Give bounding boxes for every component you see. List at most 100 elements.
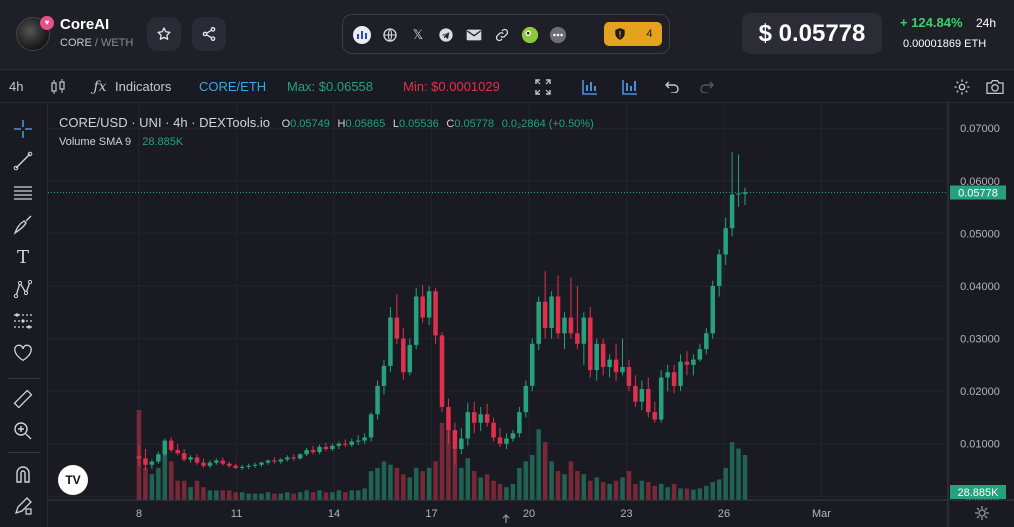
- heart-favorites-icon[interactable]: [10, 340, 36, 366]
- time-tick-label: Mar: [812, 508, 831, 520]
- website-globe-icon[interactable]: [380, 25, 400, 45]
- volume-bar: [233, 492, 238, 500]
- redo-icon[interactable]: [697, 77, 717, 97]
- pair-toggle[interactable]: CORE/ETH: [199, 79, 267, 94]
- candle-body: [413, 296, 419, 345]
- coingecko-icon[interactable]: [520, 25, 540, 45]
- axis-settings-gear-icon[interactable]: [975, 506, 989, 520]
- price-change: + 124.84%: [900, 15, 963, 30]
- candle-body: [497, 437, 503, 444]
- prediction-tool-icon[interactable]: [10, 308, 36, 334]
- email-icon[interactable]: [464, 25, 484, 45]
- lock-drawings-icon[interactable]: [10, 493, 36, 519]
- audit-badge[interactable]: 4: [604, 22, 662, 46]
- volume-bar: [465, 458, 471, 500]
- chart-toolbar: 4h ƒx Indicators CORE/ETH Max: $0.06558 …: [0, 70, 1014, 103]
- volume-bar: [291, 493, 296, 500]
- candlestick-chart-svg[interactable]: 0.07000 0.06000 0.05000 0.04000 0.03000 0.020…: [48, 103, 1014, 527]
- time-tick-label: 26: [718, 508, 730, 520]
- indicators-button[interactable]: Indicators: [115, 79, 172, 94]
- screenshot-camera-icon[interactable]: [985, 77, 1005, 97]
- volume-bar: [188, 487, 193, 500]
- volume-bar: [265, 492, 271, 500]
- volume-bar: [355, 490, 361, 500]
- volume-bar: [175, 480, 180, 500]
- volume-bar: [704, 485, 709, 500]
- volume-bar: [504, 487, 509, 500]
- trend-line-tool-icon[interactable]: [10, 148, 36, 174]
- zoom-in-icon[interactable]: [10, 418, 36, 444]
- crosshair-tool-icon[interactable]: [10, 116, 36, 142]
- candle-body: [658, 377, 664, 420]
- candle-body: [613, 359, 619, 373]
- candle-body: [349, 441, 355, 445]
- candle-body: [330, 445, 335, 449]
- legend-open-label: O: [281, 118, 291, 130]
- candle-body: [697, 349, 703, 360]
- share-icon: [202, 27, 216, 41]
- candle-body: [156, 454, 161, 462]
- candle-body: [239, 466, 245, 468]
- volume-bar: [678, 488, 683, 500]
- time-tick-label: 14: [328, 508, 340, 520]
- trades-view-icon[interactable]: [620, 77, 640, 97]
- candle-body: [562, 317, 567, 334]
- candle-body: [671, 372, 677, 386]
- volume-bar: [394, 467, 400, 500]
- candle-body: [233, 465, 238, 468]
- volume-bar: [568, 461, 574, 500]
- chart-view-icon[interactable]: [580, 77, 600, 97]
- indicators-fx-icon[interactable]: ƒx: [93, 79, 107, 95]
- candles-type-icon[interactable]: [48, 77, 68, 97]
- volume-bar: [304, 490, 309, 500]
- volume-bar: [439, 422, 445, 500]
- link-icon[interactable]: [492, 25, 512, 45]
- brush-tool-icon[interactable]: [10, 212, 36, 238]
- tradingview-logo[interactable]: TV: [58, 465, 88, 495]
- ruler-measure-icon[interactable]: [10, 386, 36, 412]
- more-links-icon[interactable]: [548, 25, 568, 45]
- fib-levels-tool-icon[interactable]: [10, 180, 36, 206]
- interval-selector[interactable]: 4h: [9, 79, 24, 94]
- settings-gear-icon[interactable]: [952, 77, 972, 97]
- telegram-icon[interactable]: [436, 25, 456, 45]
- scroll-arrow-icon[interactable]: [502, 514, 510, 523]
- undo-icon[interactable]: [662, 77, 682, 97]
- volume-bar: [510, 483, 516, 500]
- candle-body: [175, 450, 180, 454]
- fullscreen-icon[interactable]: [533, 77, 553, 97]
- candle-body: [639, 389, 645, 402]
- volume-bar: [433, 461, 438, 500]
- magnet-icon[interactable]: [10, 461, 36, 487]
- text-tool-icon[interactable]: T: [16, 246, 29, 268]
- candle-body: [575, 333, 580, 344]
- candle-body: [226, 463, 232, 466]
- legend-high-label: H: [337, 118, 346, 130]
- volume-bar: [330, 492, 335, 500]
- pattern-tool-icon[interactable]: [10, 276, 36, 302]
- volume-bar: [156, 467, 161, 500]
- candle-body: [143, 458, 148, 465]
- stats-link-icon[interactable]: [352, 25, 372, 45]
- volume-bar: [226, 490, 232, 500]
- volume-bar: [149, 474, 155, 500]
- x-twitter-icon[interactable]: 𝕏: [412, 27, 424, 42]
- volume-bar: [349, 490, 355, 500]
- favorite-button[interactable]: [147, 17, 181, 51]
- price-tick-label: 0.04000: [960, 281, 1000, 293]
- volume-bar: [278, 493, 284, 500]
- price-tick-label: 0.03000: [960, 334, 1000, 346]
- share-button[interactable]: [192, 17, 226, 51]
- candle-body: [136, 456, 142, 459]
- volume-bar: [484, 474, 490, 500]
- candle-body: [168, 440, 174, 451]
- volume-bar: [252, 493, 258, 500]
- candle-body: [278, 459, 284, 462]
- volume-bar: [317, 490, 322, 500]
- price-chart[interactable]: 0.07000 0.06000 0.05000 0.04000 0.03000 0.020…: [48, 103, 1014, 527]
- volume-bar: [446, 429, 451, 500]
- candle-body: [568, 317, 574, 334]
- volume-bar: [613, 480, 619, 500]
- volume-bar: [633, 483, 638, 500]
- time-axis-ticks: 8 11 14 17 20 23 26 Mar: [136, 508, 831, 520]
